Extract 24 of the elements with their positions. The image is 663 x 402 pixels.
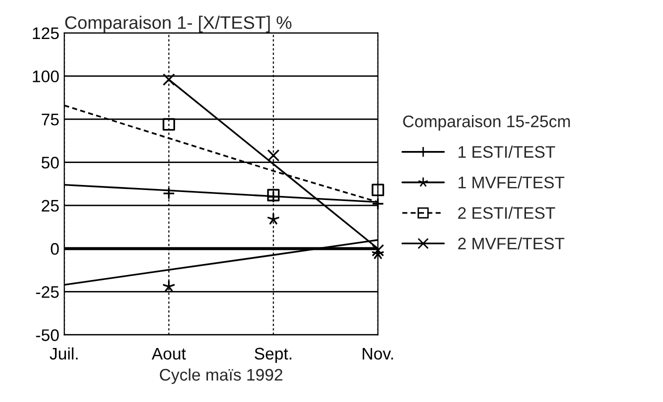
point <box>372 184 384 196</box>
y-tick-label: 125 <box>32 27 59 40</box>
y-tick-label: 0 <box>50 243 59 255</box>
y-tick-label: -50 <box>36 329 59 342</box>
legend-title: Comparaison 15-25cm <box>403 115 570 131</box>
legend-label: 1 MVFE/TEST <box>458 176 564 188</box>
legend-label: 2 ESTI/TEST <box>458 206 556 219</box>
y-tick-label: 50 <box>42 156 59 169</box>
legend-label: 2 MVFE/TEST <box>458 237 564 250</box>
y-tick-label: 75 <box>42 114 59 126</box>
chart-title: Comparaison 1- [X/TEST] % <box>65 16 292 33</box>
x-axis-title: Cycle maïs 1992 <box>160 368 282 384</box>
point <box>162 280 175 292</box>
y-tick-label: -25 <box>36 286 59 298</box>
point <box>267 213 280 224</box>
legend-label: 1 ESTI/TEST <box>458 146 556 158</box>
point <box>162 118 176 131</box>
x-tick-label: Juil. <box>50 347 78 360</box>
x-tick-label: Nov. <box>362 348 393 360</box>
x-tick-label: Aout <box>152 348 186 360</box>
y-tick-label: 25 <box>42 200 59 212</box>
point <box>267 149 280 162</box>
x-tick-label: Sept. <box>254 348 292 363</box>
y-tick-label: 100 <box>32 70 59 82</box>
